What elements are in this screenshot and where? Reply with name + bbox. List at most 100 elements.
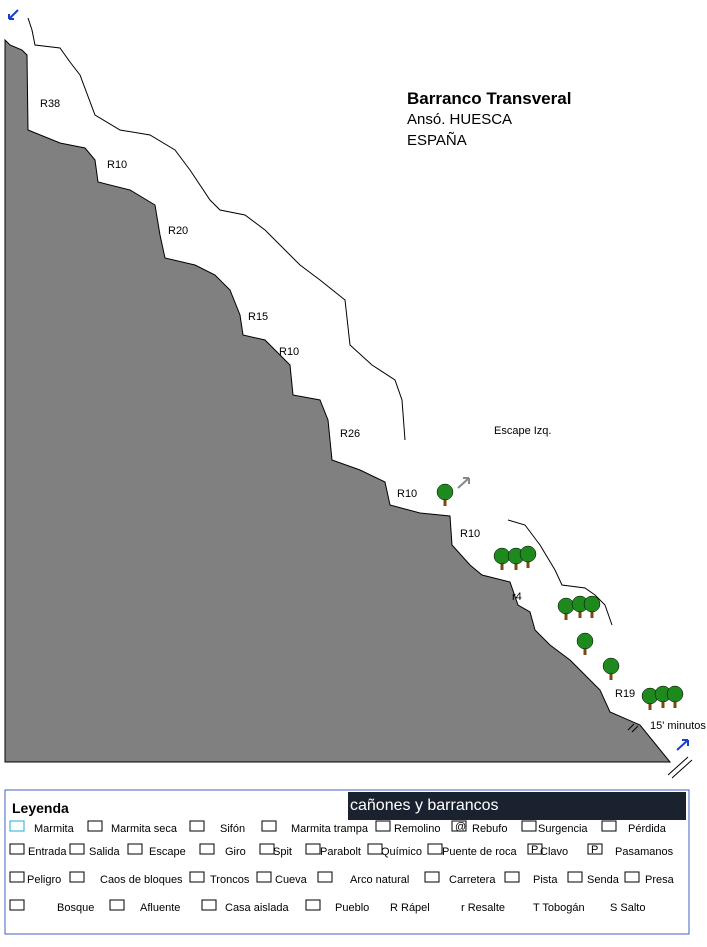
legend-label: Rebufo [472, 823, 507, 835]
tree-crown [666, 685, 684, 703]
rappel-label: R26 [340, 428, 360, 440]
legend-banner [348, 792, 686, 820]
legend-label: Giro [225, 846, 246, 858]
tree-crown [493, 547, 511, 565]
legend-icon [9, 843, 25, 855]
legend-label: Cueva [275, 874, 308, 886]
legend-icon [587, 843, 603, 855]
legend-icon [9, 899, 25, 911]
legend-icon [567, 871, 583, 883]
legend-label: Escape [149, 846, 186, 858]
legend-label: Sifón [220, 823, 245, 835]
legend-label: S Salto [610, 902, 645, 914]
legend-label: Peligro [27, 874, 61, 886]
legend-label: Marmita trampa [291, 823, 369, 835]
legend-label: Troncos [210, 874, 250, 886]
legend-icon [9, 871, 25, 883]
escape-label: Escape Izq. [494, 425, 551, 437]
tree-crown [602, 657, 620, 675]
legend-icon [521, 820, 537, 832]
legend-icon [601, 820, 617, 832]
legend-label: Arco natural [350, 874, 409, 886]
rappel-label: R38 [40, 98, 60, 110]
legend-icon [527, 843, 543, 855]
arrow-escape [457, 477, 470, 489]
tree-crown [583, 595, 601, 613]
legend-icon [199, 843, 215, 855]
tree-crown [557, 597, 575, 615]
path-mark [627, 723, 693, 779]
legend-label: Salida [89, 846, 120, 858]
legend-label: r Resalte [461, 902, 505, 914]
subtitle: Ansó. HUESCA [407, 111, 512, 128]
legend-icon [424, 871, 440, 883]
legend-icon [367, 843, 383, 855]
legend-label: Pista [533, 874, 558, 886]
legend-icon [624, 871, 640, 883]
legend-icon [69, 843, 85, 855]
legend-label: Pasamanos [615, 846, 674, 858]
legend-label: Marmita [34, 823, 75, 835]
legend-title: Leyenda [12, 800, 69, 816]
tree-crown [576, 632, 594, 650]
rappel-label: R20 [168, 225, 188, 237]
legend-icon [109, 899, 125, 911]
legend-icon [87, 820, 103, 832]
legend-icon [305, 899, 321, 911]
legend-label: Clavo [540, 846, 568, 858]
rappel-label: R10 [279, 346, 299, 358]
legend-icon [201, 899, 217, 911]
legend-label: Marmita seca [111, 823, 178, 835]
legend-label: Surgencia [538, 823, 588, 835]
legend-label: Senda [587, 874, 620, 886]
legend-symbol: P [591, 844, 598, 856]
legend-symbol: @ [455, 821, 466, 833]
legend-label: Pérdida [628, 823, 667, 835]
legend-icon [504, 871, 520, 883]
legend-label: Parabolt [320, 846, 361, 858]
legend-label: Caos de bloques [100, 874, 183, 886]
legend-label: Puente de roca [442, 846, 517, 858]
legend-label: Remolino [394, 823, 440, 835]
legend-icon [305, 843, 321, 855]
legend-label: Carretera [449, 874, 496, 886]
country: ESPAÑA [407, 132, 467, 149]
legend-icon [256, 871, 272, 883]
legend-icon [127, 843, 143, 855]
legend-icon [69, 871, 85, 883]
tree-crown [436, 483, 454, 501]
legend-icon [451, 820, 467, 832]
legend-icon [261, 820, 277, 832]
legend-icon [375, 820, 391, 832]
tree-crown [519, 545, 537, 563]
legend-icon [317, 871, 333, 883]
legend-label: Entrada [28, 846, 67, 858]
legend-label: Bosque [57, 902, 94, 914]
banner-text: cañones y barrancos [350, 797, 499, 814]
legend-icon [9, 820, 25, 832]
legend-symbol: P [531, 844, 538, 856]
arrow-entry [8, 9, 19, 20]
legend-icon [427, 843, 443, 855]
rappel-label: R10 [397, 488, 417, 500]
legend-icon [259, 843, 275, 855]
legend-label: Spit [273, 846, 292, 858]
legend-icon [189, 820, 205, 832]
arrow-exit [676, 739, 689, 751]
legend-label: T Tobogán [533, 902, 585, 914]
legend-label: Presa [645, 874, 675, 886]
canyon-profile [4, 38, 672, 763]
legend-label: Afluente [140, 902, 180, 914]
legend-label: Pueblo [335, 902, 369, 914]
time-label: 15' minutos [650, 720, 706, 732]
rappel-label: R19 [615, 688, 635, 700]
rappel-label: R10 [460, 528, 480, 540]
rappel-label: r4 [512, 591, 522, 603]
legend-label: Casa aislada [225, 902, 289, 914]
title: Barranco Transveral [407, 89, 571, 108]
legend-icon [189, 871, 205, 883]
legend-label: Químico [381, 846, 422, 858]
rappel-label: R10 [107, 159, 127, 171]
canyon-wall [507, 519, 613, 626]
